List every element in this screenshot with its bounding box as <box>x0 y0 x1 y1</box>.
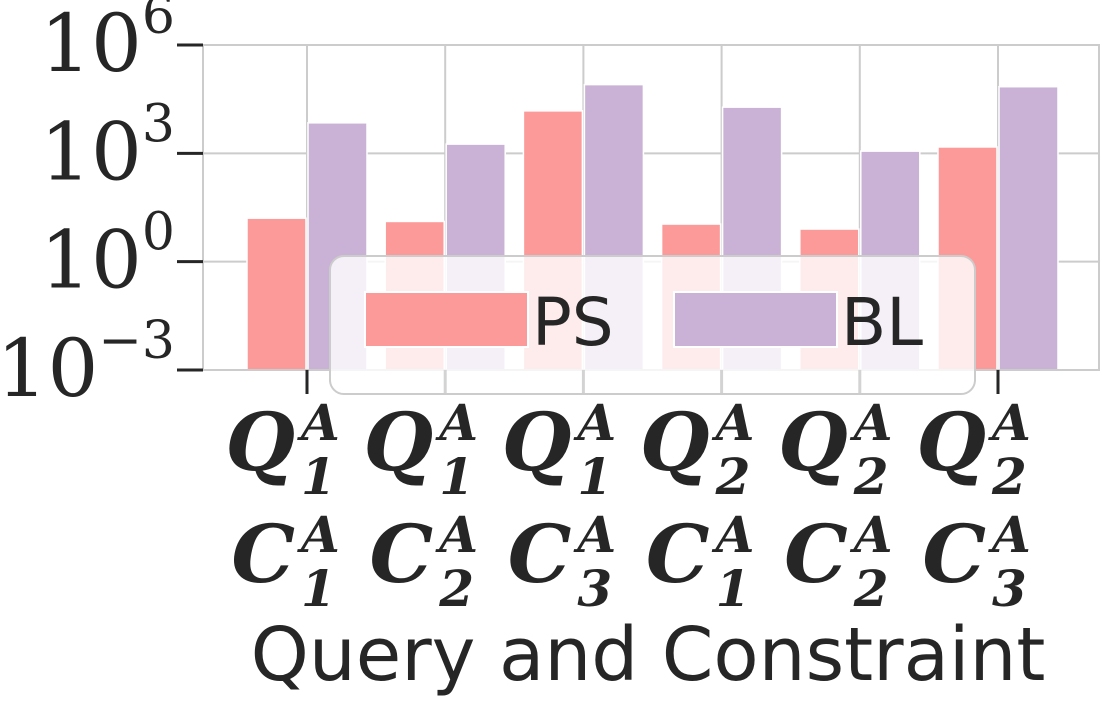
query-label: Q A1 <box>364 393 478 506</box>
query-label: Q A2 <box>916 393 1030 506</box>
query-label-subscript: 2 <box>715 447 751 506</box>
query-label-superscript: A <box>850 393 893 452</box>
query-label-superscript: A <box>435 393 478 452</box>
constraint-label-subscript: 3 <box>992 559 1027 618</box>
constraint-label-subscript: 2 <box>438 559 474 618</box>
y-tick-label: 106 <box>40 0 175 90</box>
legend-swatch-bl <box>673 291 838 348</box>
constraint-label-subscript: 3 <box>577 559 612 618</box>
query-label-symbol: Q <box>502 395 572 489</box>
constraint-label-symbol: C <box>231 507 295 601</box>
legend-label-bl: BL <box>841 284 923 361</box>
query-label: Q A2 <box>640 393 754 506</box>
constraint-label-superscript: A <box>712 505 755 564</box>
x-tick-labels: Q A1C A1Q A1C A2Q A1C A3Q A2C A1Q A2C A2Q A2C A3 <box>225 393 1030 618</box>
bar-bl-6 <box>998 85 1059 371</box>
constraint-label: C A1 <box>646 505 754 618</box>
constraint-label-superscript: A <box>435 505 478 564</box>
legend: PS BL <box>329 255 976 395</box>
y-tick-label: 100 <box>40 203 175 307</box>
query-label-subscript: 2 <box>991 447 1027 506</box>
constraint-label: C A3 <box>508 505 616 618</box>
legend-box <box>329 255 976 395</box>
legend-swatch-ps <box>364 291 529 348</box>
query-label: Q A1 <box>225 393 339 506</box>
query-label-subscript: 1 <box>439 447 474 506</box>
constraint-label-superscript: A <box>573 505 616 564</box>
constraint-label-symbol: C <box>922 507 986 601</box>
constraint-label-symbol: C <box>646 507 710 601</box>
y-tick-label: 10−3 <box>0 311 175 415</box>
query-label-superscript: A <box>573 393 616 452</box>
query-label-symbol: Q <box>364 395 434 489</box>
query-label-subscript: 2 <box>853 447 889 506</box>
constraint-label: C A3 <box>922 505 1030 618</box>
constraint-label: C A1 <box>231 505 339 618</box>
query-label-symbol: Q <box>778 395 848 489</box>
query-label-superscript: A <box>988 393 1031 452</box>
constraint-label: C A2 <box>784 505 892 618</box>
query-label-subscript: 1 <box>577 447 612 506</box>
y-tick-label: 103 <box>40 94 175 198</box>
query-label: Q A2 <box>778 393 892 506</box>
query-label-symbol: Q <box>916 395 986 489</box>
constraint-label-subscript: 1 <box>301 559 336 618</box>
constraint-label-superscript: A <box>988 505 1031 564</box>
bar-ps-1 <box>246 217 307 371</box>
legend-label-ps: PS <box>532 284 614 361</box>
query-label-symbol: Q <box>225 395 295 489</box>
constraint-label-subscript: 2 <box>853 559 889 618</box>
query-label-superscript: A <box>297 393 340 452</box>
constraint-label-superscript: A <box>297 505 340 564</box>
constraint-label-subscript: 1 <box>716 559 751 618</box>
constraint-label-superscript: A <box>850 505 893 564</box>
query-label-superscript: A <box>712 393 755 452</box>
constraint-label: C A2 <box>370 505 478 618</box>
query-label-symbol: Q <box>640 395 710 489</box>
query-label-subscript: 1 <box>301 447 336 506</box>
query-label: Q A1 <box>502 393 616 506</box>
x-axis-label: Query and Constraint <box>251 612 1046 698</box>
constraint-label-symbol: C <box>370 507 434 601</box>
constraint-label-symbol: C <box>508 507 572 601</box>
constraint-label-symbol: C <box>784 507 848 601</box>
